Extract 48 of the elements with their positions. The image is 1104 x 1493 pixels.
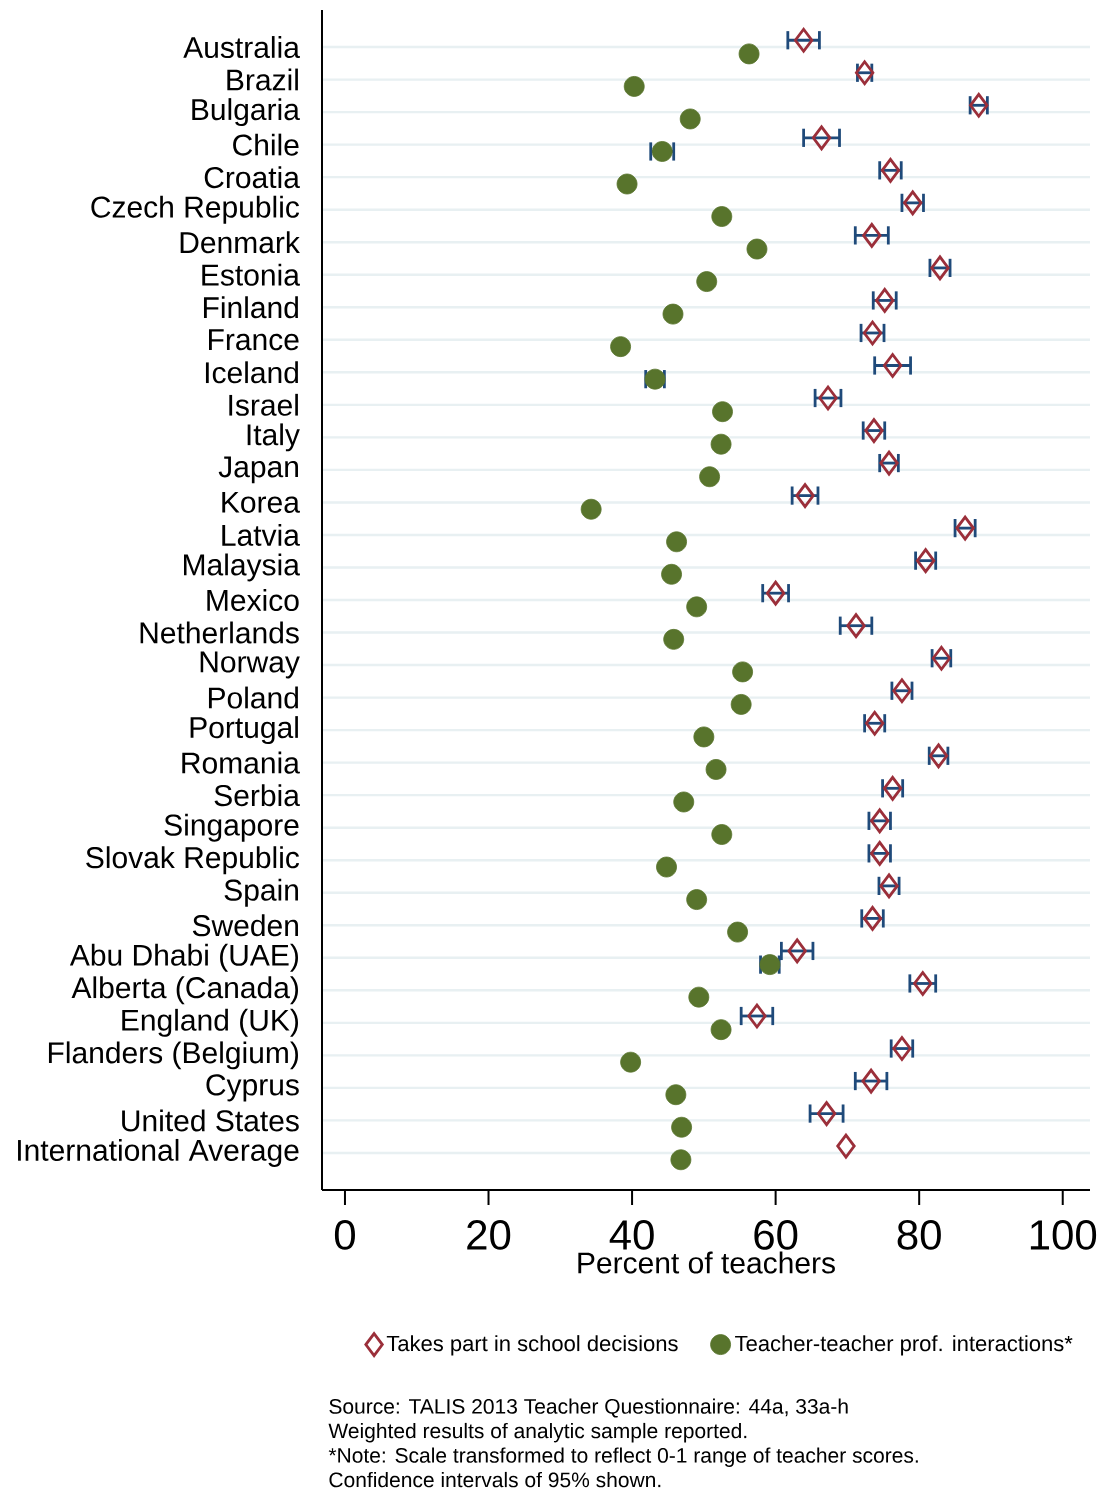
y-tick-label: France bbox=[209, 329, 299, 351]
y-tick-label: Slovak Republic bbox=[86, 846, 300, 875]
y-tick-label: Czech Republic bbox=[91, 195, 300, 224]
y-tick-label: Iceland bbox=[205, 361, 298, 384]
y-tick-label: Bulgaria bbox=[192, 98, 300, 127]
source-note: Source: TALIS 2013 Teacher Questionnaire: 44a, 33a-h bbox=[329, 1398, 848, 1418]
y-tick-label: United States bbox=[122, 1109, 299, 1132]
y-tick-label: Chile bbox=[233, 133, 299, 156]
y-tick-label: Serbia bbox=[214, 784, 300, 807]
y-tick-label: Israel bbox=[229, 393, 298, 416]
y-tick-label: Abu Dhabi (UAE) bbox=[69, 943, 298, 972]
text: Weighted results of analytic sample reported. bbox=[328, 1422, 747, 1443]
x-tick-label: 40 bbox=[609, 1220, 654, 1250]
y-tick-label: Italy bbox=[247, 423, 300, 452]
y-tick-label: Malaysia bbox=[184, 553, 300, 582]
x-axis-title: Percent of teachers bbox=[578, 1251, 835, 1274]
y-tick-label: Croatia bbox=[204, 166, 300, 189]
text: *Note: Scale transformed to reflect 0-1 range of teacher scores. bbox=[328, 1447, 918, 1467]
y-tick-label: Spain bbox=[224, 878, 298, 907]
text: Confidence intervals of 95% shown. bbox=[329, 1471, 661, 1488]
x-tick-label: 80 bbox=[897, 1220, 941, 1250]
legend-label: Takes part in school decisions bbox=[386, 1335, 678, 1356]
y-tick-label: Cyprus bbox=[206, 1074, 299, 1102]
y-tick-label: Finland bbox=[203, 296, 298, 319]
legend-label: Teacher-teacher prof. interactions* bbox=[735, 1335, 1073, 1356]
y-tick-label: Singapore bbox=[164, 813, 299, 842]
y-tick-label: Sweden bbox=[192, 914, 298, 937]
y-tick-label: Japan bbox=[218, 456, 298, 484]
y-tick-label: Estonia bbox=[202, 263, 300, 286]
y-tick-label: Netherlands bbox=[140, 621, 299, 644]
y-tick-label: Romania bbox=[182, 751, 300, 774]
x-tick-label: 0 bbox=[334, 1220, 355, 1250]
y-tick-label: Flanders (Belgium) bbox=[48, 1041, 298, 1070]
y-tick-label: Brazil bbox=[227, 68, 298, 91]
y-tick-label: Norway bbox=[200, 651, 300, 679]
y-tick-label: Alberta (Canada) bbox=[71, 976, 298, 1005]
y-tick-label: Korea bbox=[222, 491, 300, 513]
x-tick-label: 60 bbox=[754, 1220, 798, 1250]
y-tick-label: Denmark bbox=[180, 231, 300, 254]
y-tick-label: Poland bbox=[208, 686, 298, 709]
x-tick-label: 20 bbox=[467, 1220, 511, 1250]
y-tick-label: Latvia bbox=[222, 523, 300, 546]
y-tick-label: Australia bbox=[183, 36, 300, 59]
y-tick-label: Portugal bbox=[190, 716, 298, 745]
y-tick-label: England (UK) bbox=[122, 1008, 299, 1037]
y-tick-label: International Average bbox=[18, 1138, 299, 1167]
y-tick-label: Mexico bbox=[207, 588, 299, 612]
x-tick-label: 100 bbox=[1030, 1220, 1097, 1250]
